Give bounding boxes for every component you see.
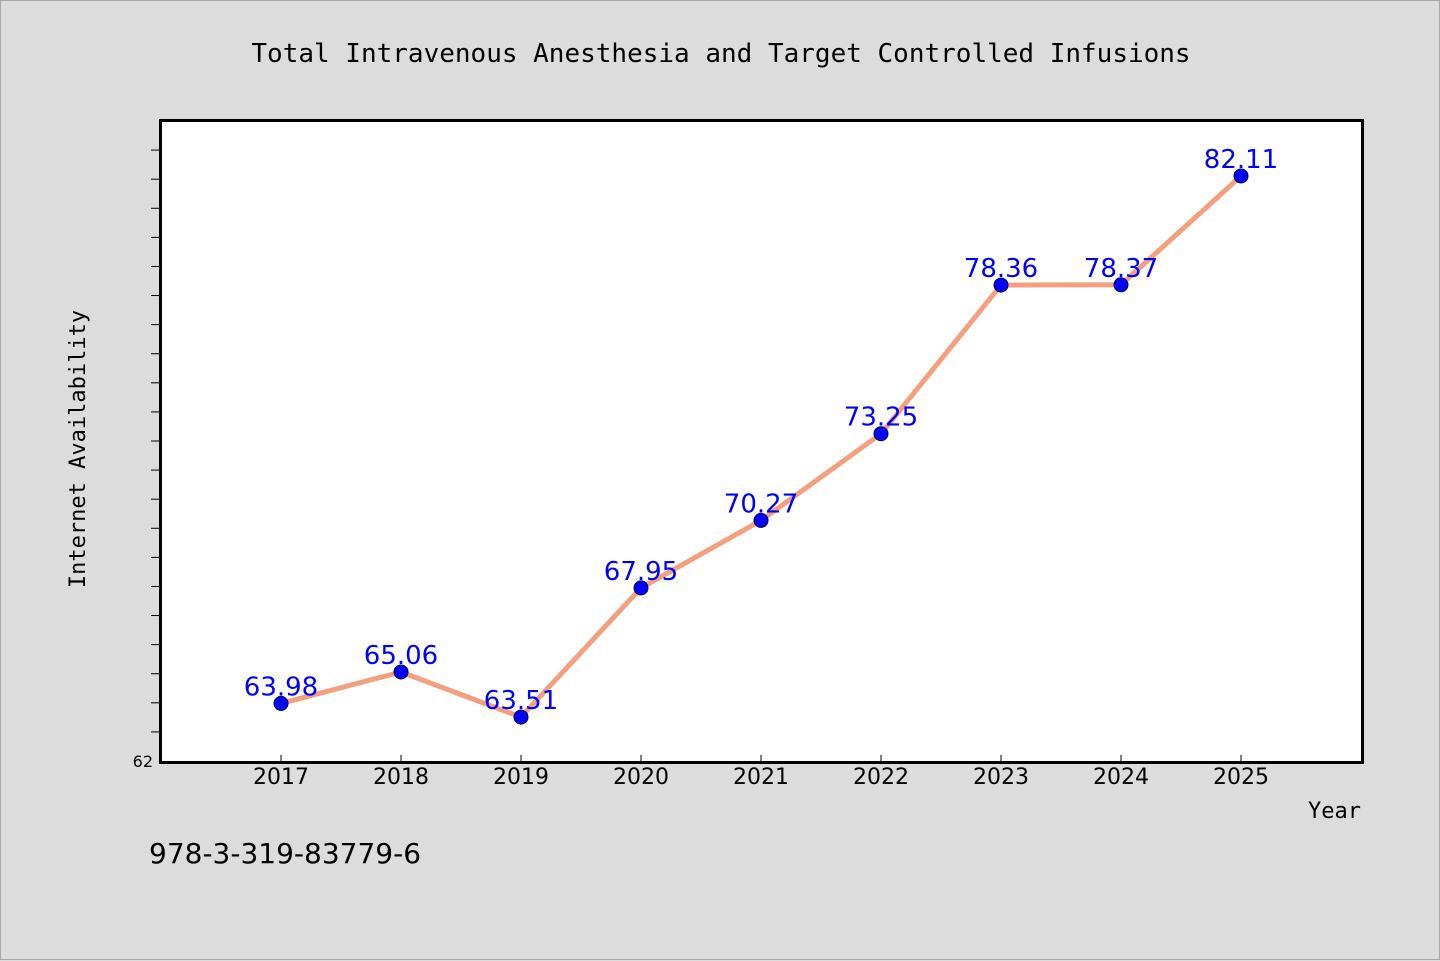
- x-tick-label: 2022: [853, 765, 909, 790]
- isbn-footnote: 978-3-319-83779-6: [149, 837, 421, 870]
- data-point-marker: [753, 512, 769, 528]
- y-axis-label: Internet Availability: [66, 310, 91, 588]
- data-point-marker: [513, 709, 529, 725]
- x-tick-label: 2021: [733, 765, 789, 790]
- data-point-label: 82.11: [1204, 145, 1278, 175]
- x-tick-label: 2020: [613, 765, 669, 790]
- data-point-label: 78.37: [1084, 254, 1158, 284]
- data-point-label: 78.36: [964, 254, 1038, 284]
- plot-area: [159, 119, 1364, 764]
- data-point-marker: [1113, 277, 1129, 293]
- data-point-marker: [873, 426, 889, 442]
- data-point-label: 63.98: [244, 672, 318, 702]
- y-axis-ticks: [151, 149, 161, 733]
- y-axis-min-label: 62: [133, 752, 153, 771]
- x-axis-ticks: [280, 755, 1242, 761]
- x-tick-label: 2023: [973, 765, 1029, 790]
- x-tick-label: 2017: [253, 765, 309, 790]
- data-point-marker: [273, 695, 289, 711]
- x-tick-label: 2024: [1093, 765, 1149, 790]
- data-point-marker: [393, 664, 409, 680]
- data-point-marker: [633, 580, 649, 596]
- chart-title: Total Intravenous Anesthesia and Target …: [251, 39, 1190, 69]
- data-point-label: 65.06: [364, 641, 438, 671]
- data-point-marker: [1233, 168, 1249, 184]
- x-tick-label: 2025: [1213, 765, 1269, 790]
- data-point-label: 73.25: [844, 403, 918, 433]
- x-axis-tick-labels: 2017 2018 2019 2020 2021 2022 2023 2024 2025: [253, 765, 1269, 790]
- data-point-label: 63.51: [484, 686, 558, 716]
- data-point-label: 70.27: [724, 489, 798, 519]
- data-labels: 63.98 65.06 63.51 67.95 70.27 73.25 78.36 78.37…: [244, 145, 1278, 716]
- x-axis-label: Year: [1308, 799, 1361, 824]
- series-markers: [273, 168, 1249, 725]
- data-point-marker: [993, 277, 1009, 293]
- data-point-label: 67.95: [604, 557, 678, 587]
- x-tick-label: 2019: [493, 765, 549, 790]
- x-tick-label: 2018: [373, 765, 429, 790]
